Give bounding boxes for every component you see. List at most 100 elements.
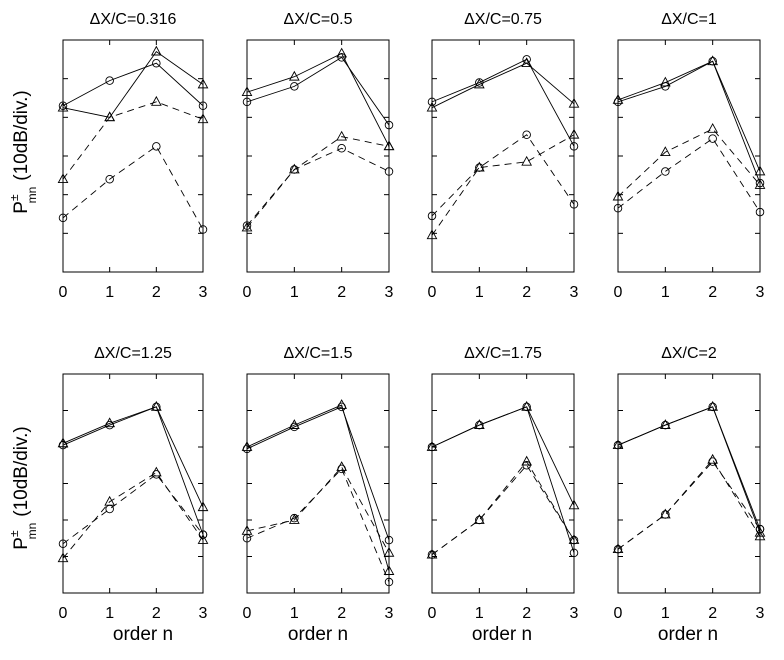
data-point-triangle <box>473 514 485 524</box>
data-point-triangle <box>288 163 300 174</box>
ylabel-superscript: ± <box>7 194 21 201</box>
subplot-panel: ΔX/C=0.75 0 1 2 3 <box>426 11 580 301</box>
data-point-triangle <box>336 47 348 58</box>
series-line-triangle-solid <box>246 52 390 147</box>
x-tick-label: 2 <box>337 284 346 301</box>
data-point-triangle <box>568 534 580 544</box>
subplot-panel: ΔX/C=0.5 0 1 2 3 <box>241 11 395 301</box>
x-tick-label: 3 <box>756 284 765 301</box>
panel-title: ΔX/C=1.5 <box>284 345 353 362</box>
ylabel-unit: (10dB/div.) <box>11 426 32 516</box>
plot-frame <box>62 39 204 273</box>
data-point-triangle <box>197 113 209 124</box>
series-line-triangle-dashed <box>246 136 390 228</box>
plot-frame <box>617 373 761 594</box>
x-tick-label: 1 <box>105 605 114 622</box>
data-point-circle <box>569 200 579 209</box>
subplot-panel: ΔX/C=0.316 0 1 2 3 <box>57 11 209 301</box>
data-point-circle <box>58 213 68 223</box>
data-point-triangle <box>57 437 69 448</box>
subplot-panel: ΔX/C=1.5 0 1 2 3 <box>241 345 395 622</box>
data-point-triangle <box>383 546 395 557</box>
x-axis-label: order n <box>288 624 348 645</box>
x-tick-label: 3 <box>570 605 579 622</box>
plot-frame <box>246 39 390 273</box>
x-tick-label: 1 <box>290 605 299 622</box>
panel-title: ΔX/C=0.75 <box>464 11 542 28</box>
x-tick-label: 1 <box>105 284 114 301</box>
data-point-triangle <box>473 78 485 89</box>
x-tick-label: 0 <box>59 605 68 622</box>
x-tick-label: 1 <box>661 284 670 301</box>
data-point-triangle <box>659 419 671 429</box>
series-line-triangle-solid <box>431 406 575 506</box>
plot-frame <box>246 373 390 594</box>
data-point-triangle <box>707 122 719 133</box>
x-tick-label: 0 <box>59 284 68 301</box>
data-point-triangle <box>568 97 580 108</box>
series-line-triangle-dashed <box>431 134 575 236</box>
plot-frame <box>62 373 204 594</box>
data-point-triangle <box>150 400 162 411</box>
data-point-circle <box>755 524 765 534</box>
x-tick-label: 0 <box>428 605 437 622</box>
data-point-triangle <box>57 101 69 112</box>
panel-title: ΔX/C=1 <box>661 11 717 28</box>
panel-title: ΔX/C=1.25 <box>94 345 172 362</box>
x-tick-label: 3 <box>199 605 208 622</box>
x-tick-label: 0 <box>243 284 252 301</box>
x-tick-label: 1 <box>475 284 484 301</box>
x-tick-label: 0 <box>614 605 623 622</box>
x-axis-label: order n <box>113 624 173 645</box>
series-line-triangle-dashed <box>617 128 761 197</box>
plot-frame <box>617 39 761 273</box>
data-point-triangle <box>612 93 624 104</box>
data-point-triangle <box>707 55 719 66</box>
x-tick-label: 0 <box>428 284 437 301</box>
data-point-circle <box>337 144 346 153</box>
x-tick-label: 3 <box>570 284 579 301</box>
data-point-triangle <box>104 417 116 428</box>
data-point-circle <box>708 134 717 143</box>
data-point-triangle <box>521 400 533 411</box>
series-line-circle-dashed <box>431 464 575 556</box>
data-point-triangle <box>197 534 209 544</box>
ylabel-superscript: ± <box>7 530 21 537</box>
data-point-triangle <box>612 190 624 201</box>
x-tick-label: 3 <box>385 284 394 301</box>
data-point-circle <box>384 120 394 130</box>
x-tick-label: 1 <box>475 605 484 622</box>
plot-frame <box>431 39 575 273</box>
data-point-triangle <box>288 70 300 81</box>
series-line-triangle-dashed <box>617 459 761 550</box>
data-point-circle <box>105 174 114 184</box>
data-point-triangle <box>612 543 624 554</box>
data-point-circle <box>755 207 765 217</box>
y-axis-label-row2: P± mn (10dB/div.) <box>7 426 39 549</box>
data-point-circle <box>242 97 252 107</box>
series-line-circle-solid <box>431 58 575 147</box>
data-point-triangle <box>197 501 209 512</box>
data-point-triangle <box>521 155 533 166</box>
series-line-circle-dashed <box>617 137 761 213</box>
data-point-triangle <box>336 130 348 141</box>
data-point-triangle <box>57 173 69 184</box>
series-line-triangle-solid <box>246 404 390 572</box>
svg-text:P±mn(10dB/div.): P± mn (10dB/div.) <box>7 426 39 549</box>
data-point-triangle <box>659 146 671 156</box>
data-point-circle <box>152 58 161 68</box>
ylabel-unit: (10dB/div.) <box>11 90 32 180</box>
data-point-triangle <box>197 78 209 89</box>
data-point-triangle <box>426 548 438 559</box>
data-point-triangle <box>336 461 348 471</box>
subplot-panel: ΔX/C=2 0 1 2 3 <box>612 345 766 622</box>
data-point-triangle <box>659 508 671 519</box>
data-point-triangle <box>426 229 438 240</box>
x-tick-label: 1 <box>661 605 670 622</box>
data-point-triangle <box>241 86 253 97</box>
series-line-circle-solid <box>246 406 390 541</box>
data-point-triangle <box>707 400 719 411</box>
data-point-triangle <box>57 552 69 563</box>
series-line-triangle-solid <box>617 406 761 533</box>
